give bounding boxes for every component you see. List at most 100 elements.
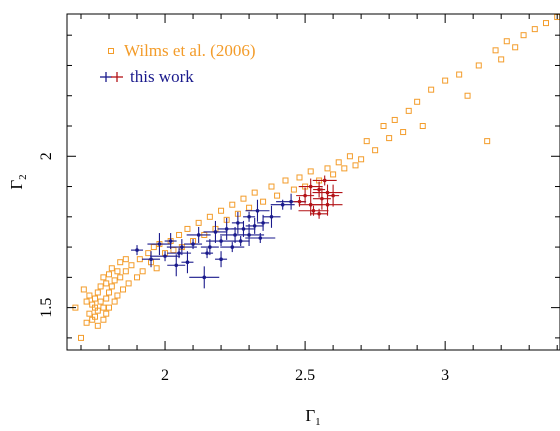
point-this-work-blue [243, 211, 256, 222]
point-wilms [83, 298, 90, 305]
point-this-work-blue [164, 233, 177, 250]
point-wilms [136, 256, 143, 263]
point-wilms [229, 201, 236, 208]
y-tick-label: 2 [38, 152, 55, 160]
point-wilms [428, 86, 435, 93]
x-tick-label: 2 [161, 367, 169, 384]
point-this-work-blue [257, 214, 270, 231]
point-wilms [251, 189, 258, 196]
point-wilms [145, 250, 152, 257]
point-wilms [111, 277, 118, 284]
legend-wilms-marker [108, 48, 114, 54]
point-wilms [419, 123, 426, 129]
legend-this-work-label: this work [130, 67, 194, 86]
point-wilms [363, 138, 370, 145]
point-wilms [80, 286, 87, 293]
y-tick-label: 1.5 [38, 298, 55, 318]
point-this-work-blue [166, 239, 197, 256]
point-wilms [218, 207, 225, 214]
legend-this-work-marker-blue [100, 72, 112, 82]
point-wilms [206, 213, 213, 220]
point-wilms [520, 32, 527, 39]
point-wilms [335, 159, 342, 166]
axis-ticks [67, 14, 560, 350]
point-this-work-blue [245, 217, 264, 234]
point-this-work-red [298, 205, 329, 216]
point-wilms [94, 322, 101, 329]
plot-marks [72, 14, 560, 341]
point-wilms [92, 295, 99, 302]
point-this-work-red [312, 175, 337, 186]
point-wilms [268, 183, 275, 190]
x-tick-label: 2.5 [295, 367, 315, 384]
point-this-work-blue [189, 266, 220, 289]
x-tick-labels: 2 2.5 3 [161, 367, 449, 384]
point-wilms [391, 116, 398, 123]
x-axis-label: Γ1 [305, 406, 320, 428]
point-wilms [125, 280, 132, 287]
point-this-work-red [327, 184, 340, 207]
point-wilms [103, 280, 110, 287]
point-this-work-blue [131, 245, 144, 256]
point-wilms [290, 186, 297, 193]
point-wilms [358, 156, 365, 163]
point-this-work-blue [186, 226, 211, 243]
point-wilms [111, 298, 118, 305]
point-this-work-blue [184, 239, 203, 250]
point-wilms [464, 92, 471, 99]
point-wilms [122, 268, 129, 275]
legend-wilms-label: Wilms et al. (2006) [124, 41, 256, 60]
point-this-work-blue [231, 236, 250, 247]
point-wilms [83, 319, 90, 326]
point-wilms [114, 292, 121, 299]
point-wilms [150, 244, 157, 251]
point-wilms [97, 283, 104, 290]
point-wilms [100, 316, 107, 323]
point-wilms [139, 268, 146, 275]
point-wilms [380, 123, 387, 129]
y-axis-label: Γ2 [7, 174, 29, 189]
point-this-work-red [298, 178, 323, 195]
point-this-work-blue [147, 233, 172, 256]
point-wilms [484, 138, 491, 145]
point-wilms [512, 44, 519, 51]
point-wilms [503, 38, 510, 45]
point-wilms [324, 165, 331, 172]
point-wilms [386, 135, 393, 142]
point-wilms [274, 192, 281, 199]
point-wilms [282, 177, 289, 184]
point-wilms [498, 56, 505, 63]
plot-frame [66, 13, 560, 351]
point-wilms [86, 310, 93, 317]
point-this-work-blue [215, 251, 228, 268]
point-wilms [94, 307, 101, 314]
legend-this-work-marker-red [111, 72, 123, 82]
point-wilms [100, 274, 107, 281]
point-wilms [330, 171, 337, 178]
point-wilms [240, 195, 247, 202]
y-tick-labels: 1.52 [38, 152, 55, 317]
point-this-work-red [313, 181, 326, 198]
point-this-work-red [312, 193, 343, 216]
point-wilms [184, 225, 191, 232]
point-wilms [170, 247, 177, 254]
point-this-work-blue [206, 236, 237, 247]
point-wilms [97, 298, 104, 305]
point-wilms [134, 274, 141, 281]
point-this-work-blue [262, 205, 281, 228]
point-wilms [542, 20, 549, 27]
point-this-work-blue [245, 199, 270, 222]
point-this-work-blue [200, 239, 219, 256]
point-this-work-blue [181, 251, 194, 274]
point-wilms [103, 310, 110, 317]
point-wilms [78, 334, 85, 341]
point-wilms [352, 162, 359, 169]
point-wilms [114, 268, 121, 275]
point-wilms [100, 304, 107, 311]
point-wilms [106, 271, 113, 278]
point-wilms [456, 71, 463, 78]
point-this-work-blue [231, 220, 256, 237]
point-wilms [128, 262, 135, 269]
point-wilms [106, 289, 113, 296]
